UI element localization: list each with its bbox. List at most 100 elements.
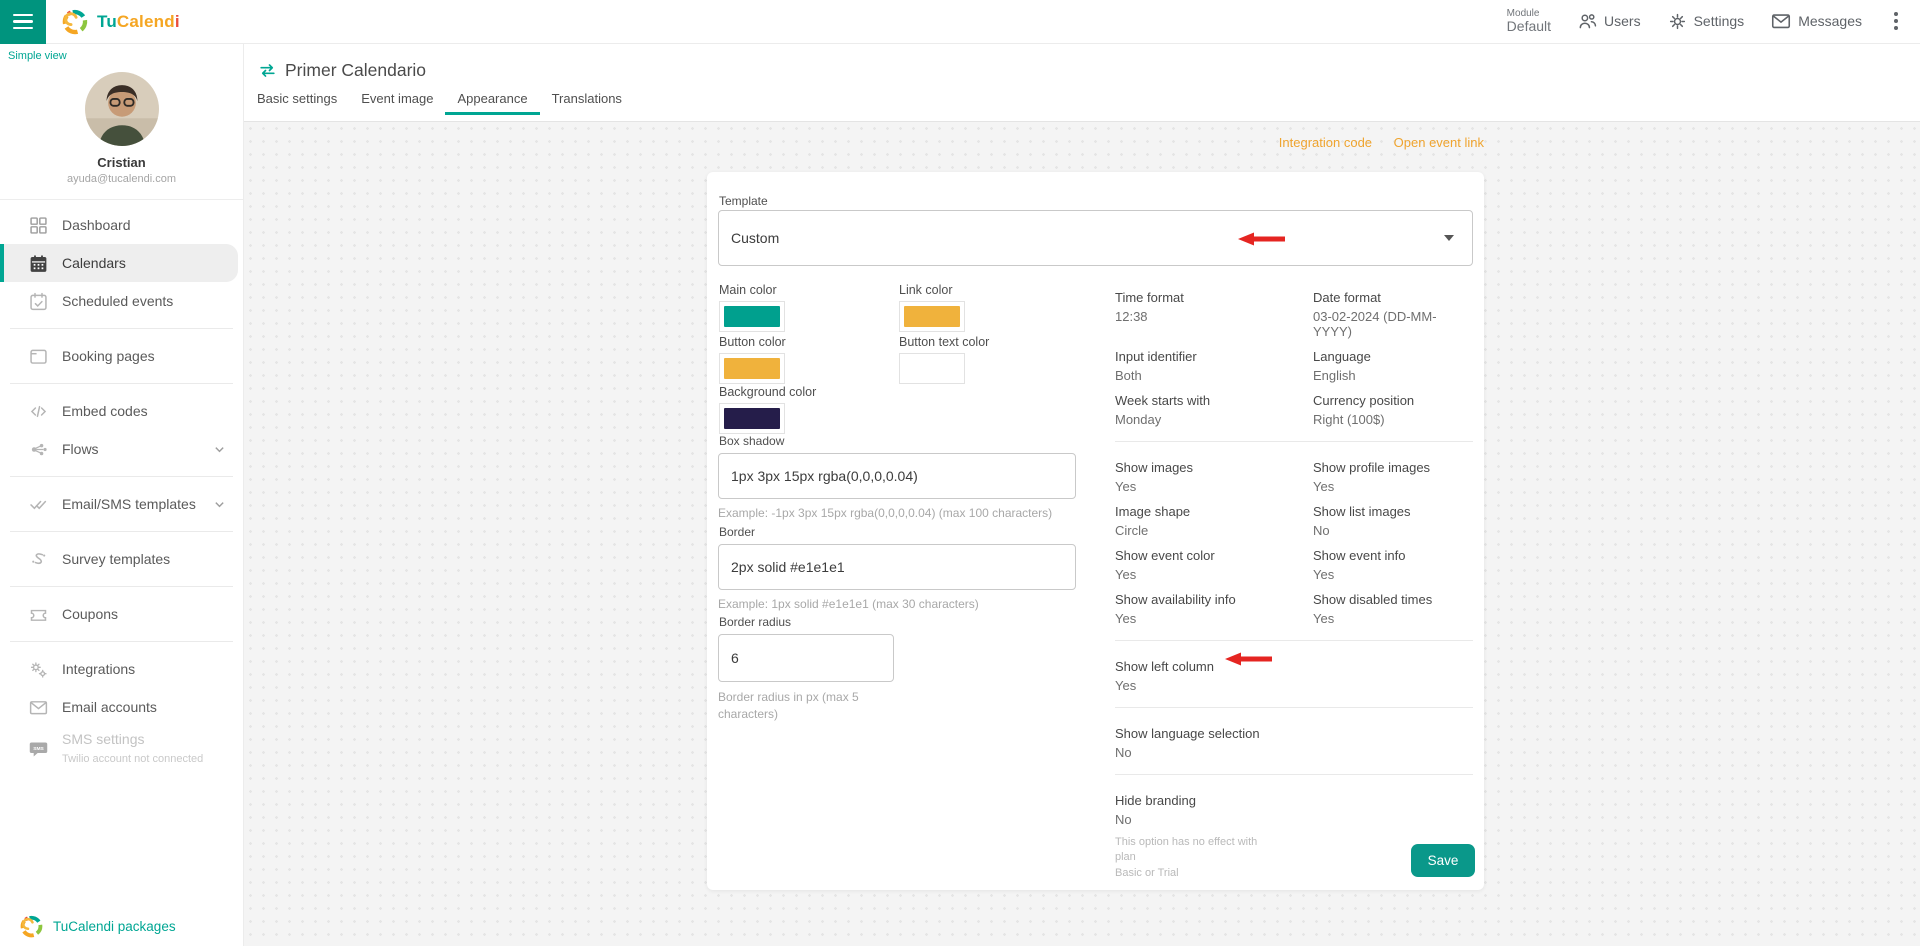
sidebar-item-label: Scheduled events [62,293,174,309]
sidebar-item-flows[interactable]: Flows [0,430,243,468]
chevron-down-icon [215,501,224,507]
sidebar-item-coupons[interactable]: Coupons [0,595,243,633]
calendar-icon [30,254,47,272]
module-value: Default [1506,18,1552,35]
sidebar-item-scheduled-events[interactable]: Scheduled events [0,282,243,320]
link-color-label: Link color [899,283,953,297]
button-text-color-swatch[interactable] [899,353,965,384]
setting-show-left-column: Show left column Yes [1115,659,1214,693]
setting-week-starts: Week starts with Monday [1115,393,1211,427]
module-label: Module [1506,8,1540,20]
tucalendi-clock-icon [62,9,88,34]
setting-currency-position: Currency position Right (100$) [1313,393,1415,427]
hide-branding-note: This option has no effect with plan Basi… [1115,836,1258,879]
tab-basic-settings[interactable]: Basic settings [257,91,338,106]
integration-code-link[interactable]: Integration code [1278,135,1373,150]
general-settings: Time format 12:38 Date format 03-02-2024 (… [1115,290,1473,427]
sidebar-item-label: Calendars [62,255,126,271]
border-hint: Example: 1px solid #e1e1e1 (max 30 chara… [718,597,979,611]
top-bar: TuCalendi Module Default Users Settings … [0,0,1920,44]
chevron-down-icon [1444,235,1454,241]
sidebar-item-email-accounts[interactable]: Email accounts [0,688,243,726]
brand-logo[interactable]: TuCalendi [62,9,180,35]
browser-window-icon [30,349,47,364]
sidebar-item-integrations[interactable]: Integrations [0,650,243,688]
box-shadow-label: Box shadow [719,434,785,448]
page-header: Primer Calendario Basic settings Event i… [244,44,1920,122]
tucalendi-packages-link[interactable]: TuCalendi packages [20,915,176,938]
box-shadow-input[interactable] [718,453,1076,499]
double-check-icon [30,500,47,509]
tab-bar: Basic settings Event image Appearance Tr… [244,87,1920,115]
module-selector[interactable]: Module Default [1507,8,1551,34]
button-text-color-label: Button text color [899,335,990,349]
sidebar-item-email-sms-templates[interactable]: Email/SMS templates [0,485,243,523]
ticket-icon [30,609,47,621]
sidebar-item-sms-settings[interactable]: SMS SMS settings Twilio account not conn… [0,726,243,772]
button-text-color-field: Button text color [899,335,1069,384]
page-title: Primer Calendario [285,60,427,80]
tab-event-image[interactable]: Event image [361,91,434,106]
tab-translations[interactable]: Translations [551,91,622,106]
nav-users[interactable]: Users [1577,11,1641,32]
divider [1115,707,1473,708]
background-color-swatch[interactable] [719,403,785,434]
tucalendi-clock-icon [20,915,43,938]
open-event-link[interactable]: Open event link [1393,135,1484,150]
button-color-swatch[interactable] [719,353,785,384]
setting-hide-branding: Hide branding No This option has no effe… [1115,793,1473,881]
menu-divider [10,476,233,477]
code-icon [30,405,47,417]
profile-block: Cristian ayuda@tucalendi.com [0,44,243,200]
sidebar-menu: Dashboard Calendars Scheduled events Boo… [0,206,243,772]
more-options-icon[interactable] [1888,8,1904,34]
sidebar-item-label: Email/SMS templates [62,496,196,512]
svg-text:SMS: SMS [33,746,44,752]
display-settings: Show images Yes Show profile images Yes Im… [1115,460,1473,626]
setting-show-event-info: Show event info Yes [1313,548,1406,582]
border-radius-field: Border radius Border radius in px (max 5… [718,615,913,724]
link-color-swatch[interactable] [899,301,965,332]
template-select[interactable]: Custom [718,210,1473,266]
setting-show-list-images: Show list images No [1313,504,1411,538]
nav-settings[interactable]: Settings [1667,11,1744,32]
sidebar-item-label: Coupons [62,606,119,622]
box-shadow-hint: Example: -1px 3px 15px rgba(0,0,0,0.04) … [718,506,1053,520]
main-color-label: Main color [719,283,777,297]
template-label: Template [719,194,768,208]
sidebar-item-label: Flows [62,441,99,457]
border-radius-input[interactable] [718,634,894,682]
envelope-icon [1772,14,1791,29]
hamburger-menu-icon[interactable] [0,0,46,44]
nav-messages-label: Messages [1798,13,1862,30]
box-shadow-field: Box shadow Example: -1px 3px 15px rgba(0… [718,434,1076,520]
save-button[interactable]: Save [1411,844,1475,877]
sidebar-item-survey-templates[interactable]: Survey templates [0,540,243,578]
users-icon [1579,14,1597,29]
main-color-swatch[interactable] [719,301,785,332]
nav-messages[interactable]: Messages [1770,10,1862,32]
gear-icon [1669,13,1685,30]
border-label: Border [719,525,756,539]
sidebar-item-embed-codes[interactable]: Embed codes [0,392,243,430]
setting-show-event-color: Show event color Yes [1115,548,1215,582]
sidebar-item-calendars[interactable]: Calendars [0,244,238,282]
dashboard-grid-icon [30,216,47,234]
sidebar-item-label: Dashboard [62,217,131,233]
setting-language: Language English [1313,349,1371,383]
border-input[interactable] [718,544,1076,590]
setting-input-identifier: Input identifier Both [1115,349,1197,383]
gears-icon [30,661,47,678]
swap-arrows-icon [260,64,275,77]
tab-appearance[interactable]: Appearance [445,87,540,115]
setting-image-shape: Image shape Circle [1115,504,1191,538]
sidebar-item-dashboard[interactable]: Dashboard [0,206,243,244]
simple-view-link[interactable]: Simple view [8,50,67,62]
avatar[interactable] [84,72,159,146]
packages-label: TuCalendi packages [53,919,176,934]
sidebar-item-label: Email accounts [62,699,157,715]
survey-icon [32,552,46,564]
sidebar-item-booking-pages[interactable]: Booking pages [0,337,243,375]
setting-time-format: Time format 12:38 [1115,290,1184,324]
divider [1115,640,1473,641]
